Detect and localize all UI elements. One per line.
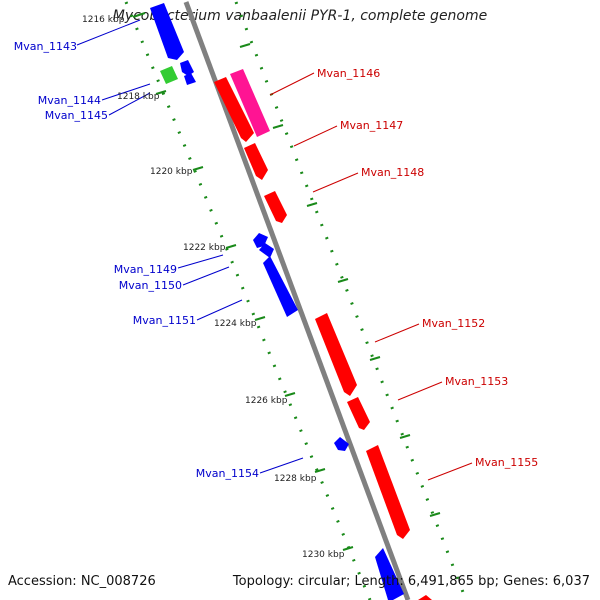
leader-line (101, 83, 151, 101)
leader-line (427, 462, 473, 481)
leader-line (293, 125, 338, 147)
leader-line (182, 266, 230, 286)
gene-label-mvan-1154[interactable]: Mvan_1154 (196, 467, 259, 480)
gene-mvan-1151[interactable] (263, 256, 298, 317)
rna-gene-pink[interactable] (230, 69, 270, 137)
gene-label-mvan-1147[interactable]: Mvan_1147 (340, 119, 403, 132)
tick-mark (369, 356, 381, 361)
tick-mark (225, 244, 237, 249)
tick-mark (337, 278, 349, 283)
tick-mark (272, 124, 284, 129)
gene-label-mvan-1149[interactable]: Mvan_1149 (114, 263, 177, 276)
gene-mvan-1154[interactable] (334, 437, 349, 451)
gene-blue-bottom[interactable] (375, 548, 404, 600)
leader-line (196, 299, 243, 321)
tick-mark (155, 90, 167, 95)
tick-label: 1216 kbp (82, 15, 125, 25)
tick-label: 1222 kbp (183, 243, 226, 253)
tick-mark (254, 316, 266, 321)
rna-gene[interactable] (160, 66, 178, 84)
gene-label-mvan-1144[interactable]: Mvan_1144 (38, 94, 101, 107)
tick-mark (342, 546, 354, 551)
gene-mvan-1155[interactable] (366, 445, 410, 539)
tick-mark (399, 434, 411, 439)
leader-line (312, 172, 359, 193)
gene-label-mvan-1155[interactable]: Mvan_1155 (475, 456, 538, 469)
tick-label: 1228 kbp (274, 474, 317, 484)
gene-mvan-1143[interactable] (150, 3, 184, 60)
topology-text: Topology: circular; Length: 6,491,865 bp… (232, 574, 590, 589)
leader-line (177, 254, 224, 269)
genome-backbone (183, 1, 411, 600)
gene-label-mvan-1143[interactable]: Mvan_1143 (14, 40, 77, 53)
gene-label-mvan-1151[interactable]: Mvan_1151 (133, 314, 196, 327)
gene-mvan-1146[interactable] (214, 77, 254, 142)
tick-label: 1218 kbp (117, 92, 160, 102)
gene-label-mvan-1150[interactable]: Mvan_1150 (119, 279, 182, 292)
leader-line (397, 381, 443, 401)
tick-mark (314, 468, 326, 473)
leader-line (76, 19, 141, 46)
gene-mvan-1152[interactable] (315, 313, 357, 396)
gene-label-mvan-1145[interactable]: Mvan_1145 (45, 109, 108, 122)
accession-text: Accession: NC_008726 (8, 574, 156, 589)
leader-line (108, 92, 151, 116)
tick-mark (239, 43, 251, 48)
gene-red-bottom[interactable] (418, 595, 432, 600)
tick-mark (192, 166, 204, 171)
tick-mark (306, 202, 318, 207)
leader-line (269, 72, 315, 96)
gene-mvan-1147[interactable] (244, 143, 268, 180)
leader-line (259, 457, 304, 474)
gene-mvan-1153[interactable] (347, 397, 370, 430)
tick-label: 1220 kbp (150, 167, 193, 177)
tick-mark (132, 12, 146, 18)
gene-label-mvan-1148[interactable]: Mvan_1148 (361, 166, 424, 179)
map-title: Mycobacterium vanbaalenii PYR-1, complet… (112, 8, 488, 24)
gene-mvan-1145[interactable] (184, 73, 196, 85)
tick-mark (284, 392, 296, 397)
gene-label-mvan-1146[interactable]: Mvan_1146 (317, 67, 380, 80)
outer-dotted-track (234, 1, 468, 600)
gene-mvan-1144[interactable] (180, 60, 194, 76)
tick-label: 1224 kbp (214, 319, 257, 329)
leader-line (374, 323, 420, 343)
tick-label: 1226 kbp (245, 396, 288, 406)
gene-mvan-1148[interactable] (264, 191, 287, 223)
gene-mvan-1150[interactable] (259, 243, 274, 258)
inner-dotted-track (124, 1, 372, 600)
tick-mark (429, 512, 441, 517)
gene-label-mvan-1153[interactable]: Mvan_1153 (445, 375, 508, 388)
tick-label: 1230 kbp (302, 550, 345, 560)
gene-label-mvan-1152[interactable]: Mvan_1152 (422, 317, 485, 330)
